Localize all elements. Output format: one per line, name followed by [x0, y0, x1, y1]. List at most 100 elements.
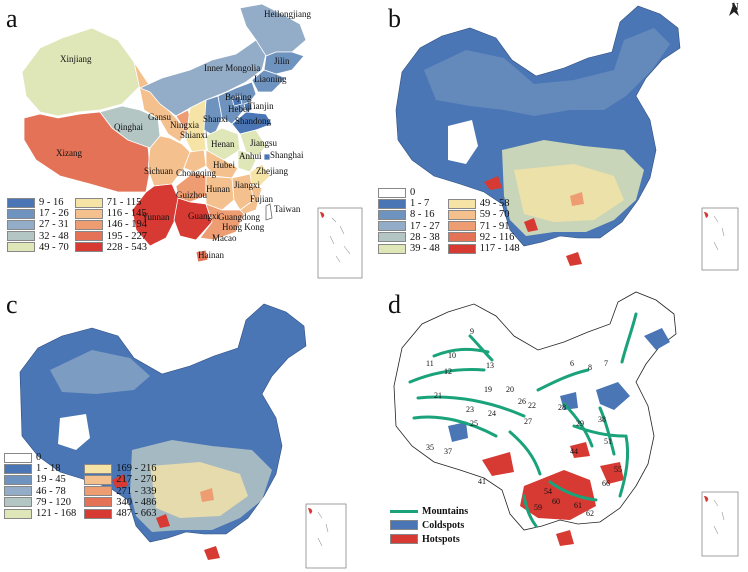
legend-c-col2: 169 - 216 217 - 270 271 - 339 340 - 486 487 … [84, 463, 157, 519]
legend-c: 0 1 - 18 19 - 45 46 - 78 79 - 120 121 - 168 … [4, 452, 157, 519]
legend-a-item-label: 146 - 194 [106, 219, 147, 231]
panel-label-d: d [388, 290, 401, 319]
legend-a-item-row: 27 - 31 [7, 219, 69, 230]
legend-a-item-swatch [74, 231, 103, 242]
province-taiwan [265, 203, 273, 221]
mountain-number-label: 23 [466, 405, 474, 414]
legend-d-mountains: Mountains [390, 504, 468, 518]
mountain-number-label: 38 [598, 415, 606, 424]
hot-zone-b-1 [484, 176, 502, 190]
mountain-number-label: 11 [426, 359, 434, 368]
mountain-line-9 [508, 430, 542, 476]
mountain-number-label: 41 [478, 477, 486, 486]
mountain-number-label: 12 [444, 367, 452, 376]
province-liaoning [251, 69, 287, 93]
legend-c-item-swatch [4, 463, 32, 474]
legend-a-item-swatch [7, 219, 35, 230]
mountain-number-label: 7 [604, 359, 608, 368]
province-anhui [237, 149, 257, 173]
legend-a-item-label: 116 - 145 [106, 208, 147, 220]
mountains-line-swatch [390, 509, 418, 513]
mountain-line-12 [548, 480, 598, 502]
map-d-hotspots: 9 10 11 12 13 19 21 23 25 24 35 37 41 6 8 7 20 26 22 27 28 29… [393, 291, 739, 557]
coldspot-1 [644, 328, 670, 350]
label-tianjin: Tianjin [248, 101, 274, 111]
mountain-number-label: 55 [614, 465, 622, 474]
legend-b-item-row: 59 - 70 [447, 209, 520, 220]
mountain-number-label: 25 [470, 419, 478, 428]
legend-a-item-row: 49 - 70 [7, 242, 69, 253]
label-jiangsu: Jiangsu [250, 138, 277, 148]
mountain-line-7 [620, 312, 638, 364]
legend-b-item-row: 28 - 38 [378, 232, 440, 243]
label-shanghai: Shanghai [270, 150, 304, 160]
province-guangxi [173, 197, 213, 241]
province-jiangsu [239, 129, 267, 157]
legend-a-item-row: 17 - 26 [7, 208, 69, 219]
province-chongqing [183, 149, 207, 173]
legend-b-col2: 49 - 58 59 - 70 71 - 91 92 - 116 117 - 148 [447, 198, 520, 255]
legend-a-item-swatch [7, 208, 35, 219]
legend-c-item-swatch [4, 474, 32, 485]
label-shandong: Shandong [235, 116, 271, 126]
panel-c: c 0 1 - 18 19 - 45 46 - 78 79 - 120 121 - 16… [0, 286, 374, 572]
legend-c-item-row: 169 - 216 [84, 463, 157, 474]
legend-a-col1: 9 - 16 17 - 26 27 - 31 32 - 48 49 - 70 [7, 197, 69, 253]
legend-b-item-label: 92 - 116 [479, 231, 515, 243]
label-guangdong: Guangdong [218, 212, 260, 222]
hot-zone-c-3 [200, 488, 214, 502]
north-arrow: N [728, 2, 742, 16]
legend-c-item-row: 121 - 168 [4, 508, 76, 519]
mountain-number-label: 10 [448, 351, 456, 360]
map-b-county-choropleth [395, 5, 739, 271]
hot-zone-c-1 [112, 474, 128, 488]
legend-c-item-label: 121 - 168 [36, 508, 77, 520]
label-ningxia: Ningxia [170, 120, 199, 130]
map-c-county-choropleth [19, 303, 347, 569]
mountain-number-label: 19 [484, 385, 492, 394]
legend-a-item-swatch [74, 197, 103, 208]
label-xinjiang: Xinjiang [60, 54, 92, 64]
province-beijing [231, 95, 243, 107]
legend-a-item-row: 116 - 145 [74, 208, 147, 220]
legend-a-item-label: 17 - 26 [39, 208, 69, 220]
legend-b-item-row: 49 - 58 [447, 198, 520, 209]
legend-a-item-row: 32 - 48 [7, 231, 69, 242]
mountain-number-label: 6 [570, 359, 574, 368]
label-liaoning: Liaoning [254, 74, 287, 84]
legend-b-item-swatch [378, 243, 406, 254]
hainan-b [566, 252, 582, 266]
legend-c-item-swatch [84, 508, 113, 519]
mountain-number-label: 27 [524, 417, 532, 426]
legend-a-item-swatch [74, 219, 103, 230]
legend-b-item-swatch [447, 221, 476, 232]
province-inner-mongolia [138, 39, 267, 117]
north-zone-c [50, 350, 150, 394]
legend-b-item-row: 17 - 27 [378, 221, 440, 232]
mountain-line-3 [412, 415, 498, 438]
mountain-number-label: 20 [506, 385, 514, 394]
legend-b-item-row: 117 - 148 [447, 243, 520, 255]
legend-b-item-label: 117 - 148 [479, 243, 520, 255]
mountain-number-label: 61 [574, 501, 582, 510]
legend-c-item-swatch [84, 486, 113, 497]
panel-d: d 9 10 11 12 13 19 21 23 25 2 [374, 286, 748, 572]
legend-b-item-swatch [447, 209, 476, 220]
mountain-number-label: 13 [486, 361, 494, 370]
label-jiangxi: Jiangxi [234, 180, 260, 190]
province-xinjiang [21, 27, 141, 117]
mountain-line-6 [536, 368, 590, 392]
legend-d-hotspots-label: Hotspots [422, 533, 460, 545]
legend-a-item-row: 195 - 227 [74, 231, 147, 242]
label-yunnan: Yunnan [142, 212, 170, 222]
label-macao: Macao [212, 233, 237, 243]
label-hunan: Hunan [206, 184, 230, 194]
label-fujian: Fujian [250, 194, 274, 204]
legend-c-zero-label: 0 [36, 452, 42, 464]
legend-b-item-swatch [378, 221, 406, 232]
map-a-province-choropleth [21, 3, 363, 279]
legend-c-item-row: 79 - 120 [4, 497, 76, 508]
hot-zone-b-3 [570, 192, 584, 206]
label-hainan: Hainan [198, 250, 224, 260]
